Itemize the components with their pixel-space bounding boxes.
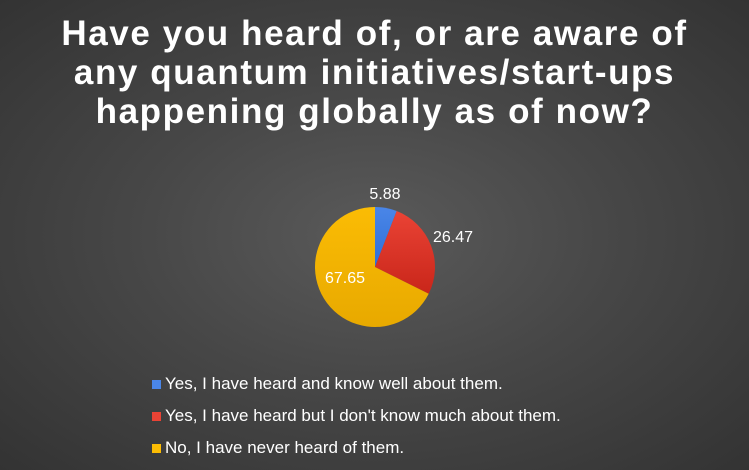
pie-slice-1 — [375, 207, 397, 267]
pie-slice-2 — [375, 211, 435, 294]
legend-item-1: Yes, I have heard and know well about th… — [152, 368, 561, 400]
legend-item-3: No, I have never heard of them. — [152, 432, 561, 464]
chart-title: Have you heard of, or are aware of any q… — [61, 14, 688, 131]
legend: Yes, I have heard and know well about th… — [152, 368, 561, 464]
data-label-1: 5.88 — [369, 186, 400, 203]
legend-label-1: Yes, I have heard and know well about th… — [165, 374, 503, 393]
legend-item-2: Yes, I have heard but I don't know much … — [152, 400, 561, 432]
legend-swatch-1 — [152, 379, 161, 389]
pie-slice-3 — [314, 207, 429, 327]
data-label-2: 26.47 — [433, 229, 473, 246]
legend-label-3: No, I have never heard of them. — [165, 438, 405, 457]
legend-swatch-2 — [152, 411, 161, 421]
data-label-3: 67.65 — [325, 270, 365, 287]
legend-swatch-3 — [152, 443, 161, 453]
legend-label-2: Yes, I have heard but I don't know much … — [165, 406, 561, 425]
